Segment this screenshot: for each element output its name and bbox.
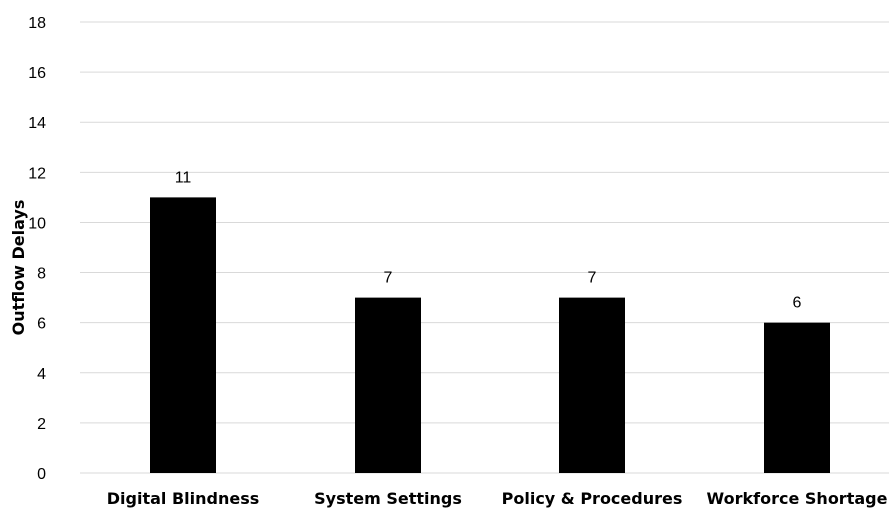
x-category-label: Workforce Shortage [707,489,888,508]
y-tick-label: 14 [28,115,46,132]
bar [150,197,216,473]
bar [764,322,830,473]
y-tick-label: 6 [37,316,46,333]
y-tick-label: 18 [28,15,46,32]
data-label: 11 [175,169,192,186]
data-labels: 11 7 7 6 [175,169,802,311]
y-axis-ticks: 0 2 4 6 8 10 12 14 16 18 [28,15,46,483]
bars [150,197,830,473]
y-tick-label: 8 [37,266,46,283]
y-tick-label: 10 [28,215,46,232]
bar [355,297,421,473]
x-category-label: System Settings [314,489,462,508]
y-tick-label: 12 [28,165,46,182]
x-axis-categories: Digital Blindness System Settings Policy &… [107,489,888,508]
data-label: 7 [384,270,393,287]
y-tick-label: 2 [37,416,46,433]
y-tick-label: 16 [28,65,46,82]
y-axis-title: Outflow Delays [9,200,28,336]
y-tick-label: 0 [37,466,46,483]
bar [559,297,625,473]
data-label: 6 [793,295,802,312]
y-tick-label: 4 [37,366,46,383]
data-label: 7 [588,270,597,287]
x-category-label: Digital Blindness [107,489,260,508]
x-category-label: Policy & Procedures [502,489,683,508]
